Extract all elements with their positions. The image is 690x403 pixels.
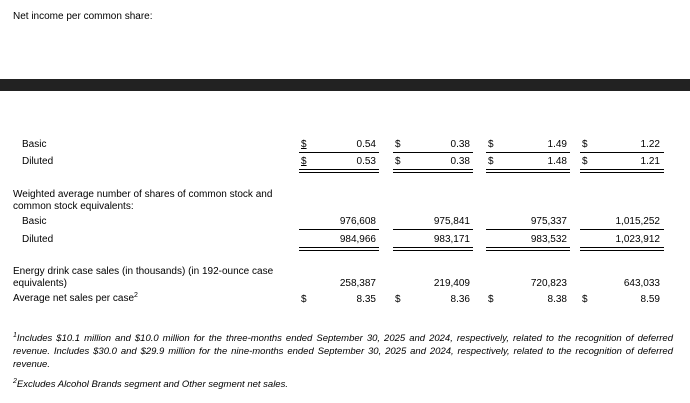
- eps-basic-value-1: 0.54: [356, 139, 376, 150]
- footnote-1-text: Includes $10.1 million and $10.0 million…: [13, 333, 673, 370]
- energy-value-2: 219,409: [433, 278, 470, 289]
- footnote-2-text: Excludes Alcohol Brands segment and Othe…: [16, 379, 288, 390]
- section-title: Net income per common share:: [13, 11, 153, 22]
- eps-diluted-currency-3: $: [488, 156, 494, 167]
- avg-sales-currency-3: $: [488, 294, 494, 305]
- eps-basic-underline-3: [486, 152, 570, 153]
- eps-basic-label: Basic: [22, 139, 47, 150]
- energy-value-4: 643,033: [623, 278, 660, 289]
- shares-diluted-double-underline-2: [393, 247, 473, 251]
- eps-diluted-double-underline-4: [580, 169, 664, 173]
- shares-heading-line1: Weighted average number of shares of com…: [13, 189, 273, 200]
- shares-basic-value-4: 1,015,252: [615, 216, 661, 227]
- shares-diluted-double-underline-4: [580, 247, 664, 251]
- shares-basic-label: Basic: [22, 216, 47, 227]
- eps-diluted-currency-1: $: [301, 156, 307, 167]
- eps-diluted-value-1: 0.53: [356, 156, 376, 167]
- eps-diluted-double-underline-2: [393, 169, 473, 173]
- eps-basic-currency-4: $: [582, 139, 588, 150]
- shares-basic-value-3: 975,337: [530, 216, 567, 227]
- eps-basic-value-2: 0.38: [450, 139, 470, 150]
- eps-diluted-value-3: 1.48: [547, 156, 567, 167]
- eps-diluted-currency-2: $: [395, 156, 401, 167]
- energy-label-line1: Energy drink case sales (in thousands) (…: [13, 266, 274, 277]
- shares-basic-underline-2: [393, 229, 473, 230]
- avg-sales-value-4: 8.59: [640, 294, 660, 305]
- eps-diluted-label: Diluted: [22, 156, 54, 167]
- footnote-1-marker: 1: [13, 332, 17, 339]
- shares-diluted-double-underline-1: [299, 247, 379, 251]
- eps-basic-value-3: 1.49: [547, 139, 567, 150]
- eps-diluted-value-2: 0.38: [450, 156, 470, 167]
- shares-diluted-value-1: 984,966: [339, 234, 376, 245]
- energy-label-line2: equivalents): [13, 278, 67, 289]
- avg-sales-currency-2: $: [395, 294, 401, 305]
- shares-diluted-value-4: 1,023,912: [615, 234, 661, 245]
- avg-sales-label-text: Average net sales per case: [13, 293, 135, 304]
- footnote-2-marker: 2: [13, 378, 17, 385]
- energy-value-1: 258,387: [339, 278, 376, 289]
- avg-sales-value-2: 8.36: [450, 294, 470, 305]
- shares-heading-line2: common stock equivalents:: [13, 201, 134, 212]
- shares-basic-underline-3: [486, 229, 570, 230]
- avg-sales-footnote-ref: 2: [134, 292, 138, 299]
- shares-basic-underline-4: [580, 229, 664, 230]
- eps-diluted-double-underline-1: [299, 169, 379, 173]
- shares-diluted-value-3: 983,532: [530, 234, 567, 245]
- shares-basic-value-1: 976,608: [339, 216, 376, 227]
- shares-basic-underline-1: [299, 229, 379, 230]
- eps-diluted-currency-4: $: [582, 156, 588, 167]
- footnote-1: 1Includes $10.1 million and $10.0 millio…: [13, 332, 673, 371]
- avg-sales-value-3: 8.38: [547, 294, 567, 305]
- shares-diluted-value-2: 983,171: [433, 234, 470, 245]
- eps-basic-currency-2: $: [395, 139, 401, 150]
- eps-basic-currency-3: $: [488, 139, 494, 150]
- eps-basic-currency-1: $: [301, 139, 307, 150]
- footnote-2: 2Excludes Alcohol Brands segment and Oth…: [13, 378, 673, 391]
- shares-basic-value-2: 975,841: [433, 216, 470, 227]
- eps-diluted-double-underline-3: [486, 169, 570, 173]
- eps-diluted-value-4: 1.21: [640, 156, 660, 167]
- header-band: [0, 79, 690, 91]
- eps-basic-underline-2: [393, 152, 473, 153]
- energy-value-3: 720,823: [530, 278, 567, 289]
- avg-sales-currency-4: $: [582, 294, 588, 305]
- avg-sales-value-1: 8.35: [356, 294, 376, 305]
- avg-sales-label: Average net sales per case2: [13, 292, 138, 305]
- eps-basic-value-4: 1.22: [640, 139, 660, 150]
- shares-diluted-label: Diluted: [22, 234, 54, 245]
- shares-diluted-double-underline-3: [486, 247, 570, 251]
- eps-basic-underline-1: [299, 152, 379, 153]
- eps-basic-underline-4: [580, 152, 664, 153]
- avg-sales-currency-1: $: [301, 294, 307, 305]
